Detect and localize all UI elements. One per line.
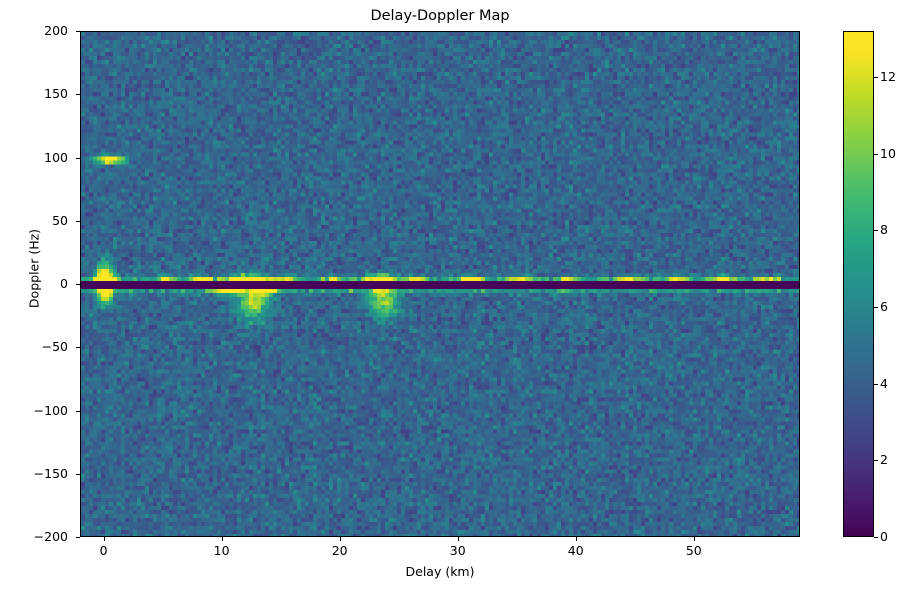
x-tick-label: 40 [567,543,584,558]
y-tick-mark [76,31,80,32]
colorbar-tick-mark [874,77,878,78]
colorbar-tick-mark [874,153,878,155]
page-title: Delay-Doppler Map [370,8,510,24]
delay-doppler-heatmap [81,32,799,536]
x-tick-label: 0 [99,543,108,558]
colorbar-tick-label: 10 [880,145,896,161]
y-tick-label: 100 [44,149,68,165]
y-tick-mark [76,284,80,285]
y-tick-label: −100 [33,402,68,418]
y-tick-label: 0 [60,276,68,291]
y-tick-mark [76,537,80,538]
x-tick-mark [693,537,695,541]
y-tick-label: 50 [52,212,68,228]
colorbar-tick-mark [874,230,878,232]
y-tick-mark [76,94,80,96]
y-tick-label: −150 [33,465,68,481]
x-tick-mark [457,537,459,541]
y-tick-mark [76,410,80,412]
y-axis-label: Doppler (Hz) [26,228,42,309]
x-tick-mark [221,537,223,541]
x-tick-label: 20 [331,543,348,558]
x-axis-label: Delay (km) [405,564,475,579]
x-tick-mark [575,537,577,541]
y-tick-mark [76,220,80,222]
y-tick-label: 150 [44,86,68,102]
x-tick-label: 30 [449,543,466,558]
colorbar-tick-label: 2 [880,452,888,468]
colorbar-tick-label: 0 [880,529,888,544]
colorbar-gradient [844,32,873,536]
colorbar-tick-mark [874,383,878,385]
x-tick-label: 10 [213,543,230,558]
y-tick-label: −200 [33,529,68,544]
colorbar-tick-label: 8 [880,222,888,238]
y-tick-mark [76,157,80,159]
colorbar-tick-mark [874,460,878,462]
x-tick-mark [103,537,105,541]
heatmap-plot-area [80,31,800,537]
colorbar-tick-label: 12 [880,69,896,84]
y-tick-label: −50 [41,339,68,355]
y-tick-mark [76,473,80,475]
colorbar-tick-mark [874,537,878,538]
x-tick-label: 50 [685,543,702,558]
colorbar [843,31,874,537]
x-tick-mark [339,537,341,541]
colorbar-tick-label: 4 [880,375,888,391]
y-tick-label: 200 [44,23,68,38]
colorbar-tick-label: 6 [880,299,888,314]
colorbar-tick-mark [874,307,878,308]
y-tick-mark [76,347,80,349]
